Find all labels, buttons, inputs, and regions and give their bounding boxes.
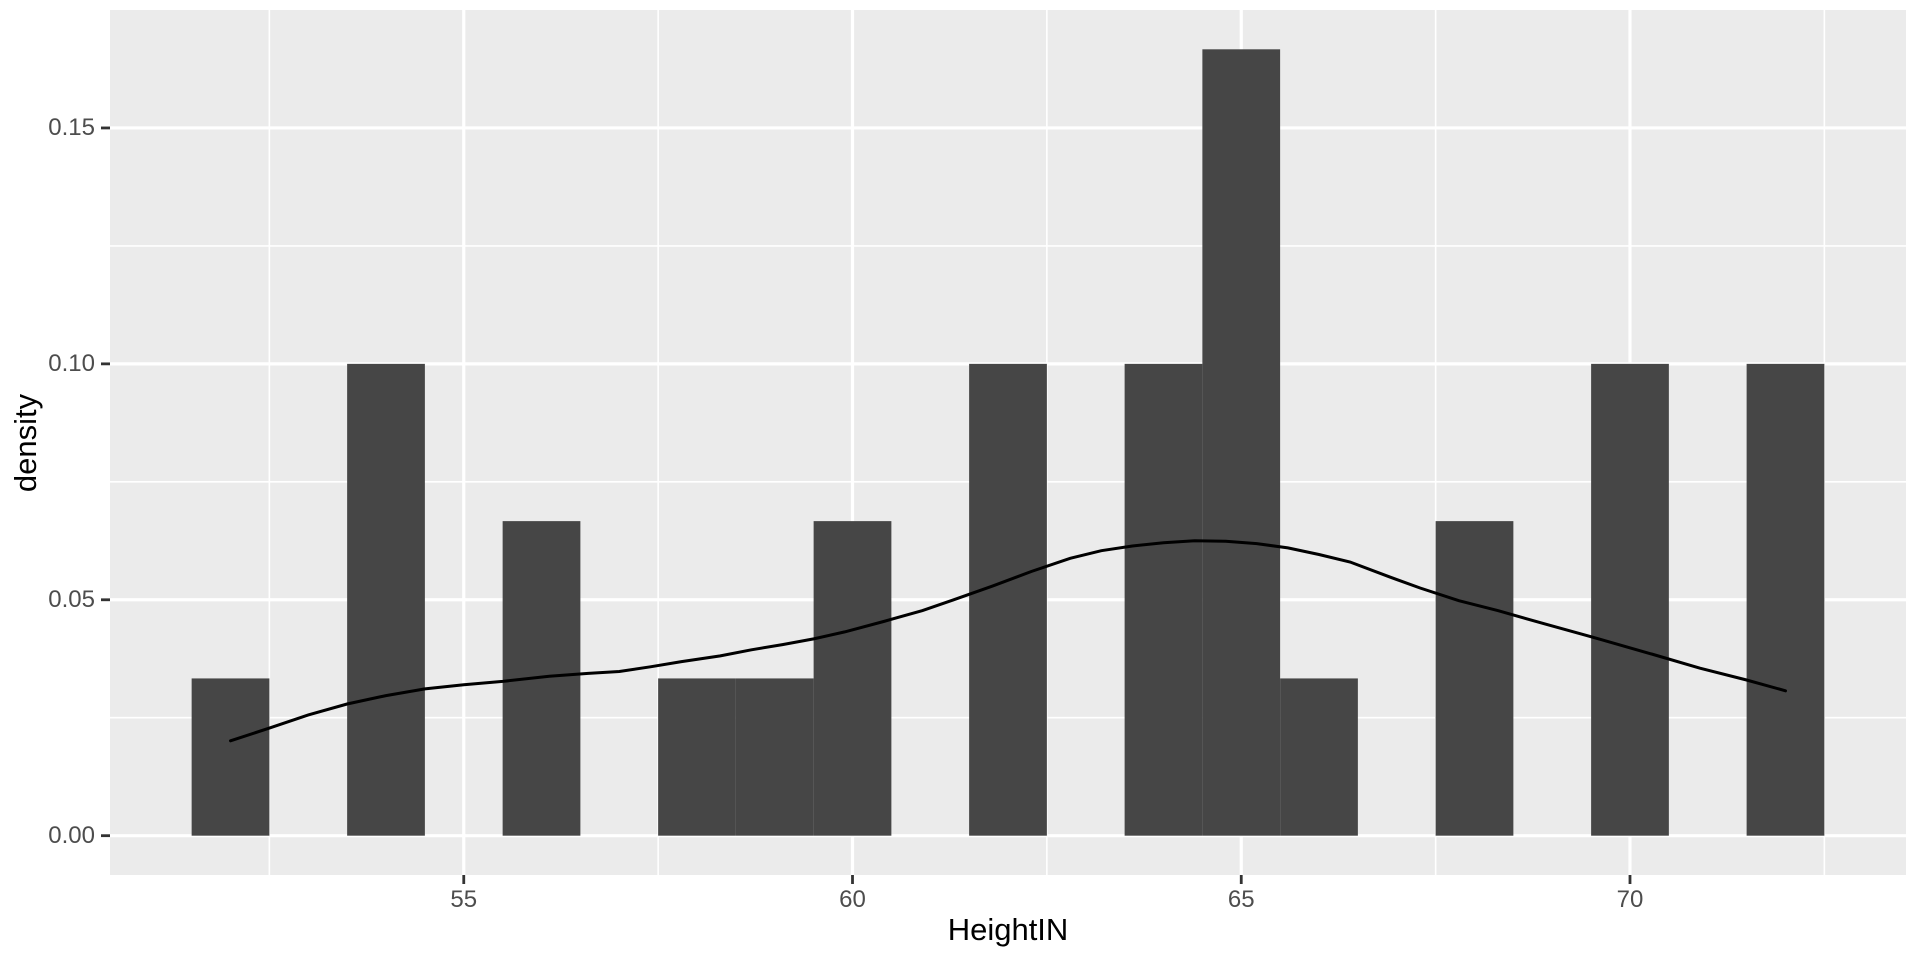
y-tick-label-0.10: 0.10: [48, 349, 95, 377]
density-curve: [229, 539, 1787, 743]
histogram-bar: [658, 678, 736, 836]
x-tick-label-60: 60: [839, 886, 866, 913]
histogram-bar: [735, 678, 814, 836]
histogram-bar: [1124, 363, 1203, 836]
x-tick-label-65: 65: [1227, 886, 1255, 913]
histogram-bar: [813, 521, 892, 836]
histogram-bar: [1591, 363, 1669, 836]
histogram-bar: [347, 363, 425, 836]
y-tick-label-0.00: 0.00: [48, 821, 95, 849]
y-tick-label-0.15: 0.15: [48, 113, 95, 141]
x-axis-title: HeightIN: [947, 912, 1069, 947]
x-tick-label-55: 55: [450, 886, 478, 913]
histogram-bar: [1202, 49, 1281, 836]
histogram-bar: [1746, 363, 1825, 836]
histogram-bar: [1280, 678, 1358, 836]
y-tick-label-0.05: 0.05: [48, 585, 95, 613]
histogram-bar: [191, 678, 270, 836]
x-tick-label-70: 70: [1616, 886, 1644, 913]
histogram-bar: [969, 363, 1047, 836]
y-axis-title: density: [8, 393, 43, 492]
histogram-bar: [1435, 521, 1514, 836]
